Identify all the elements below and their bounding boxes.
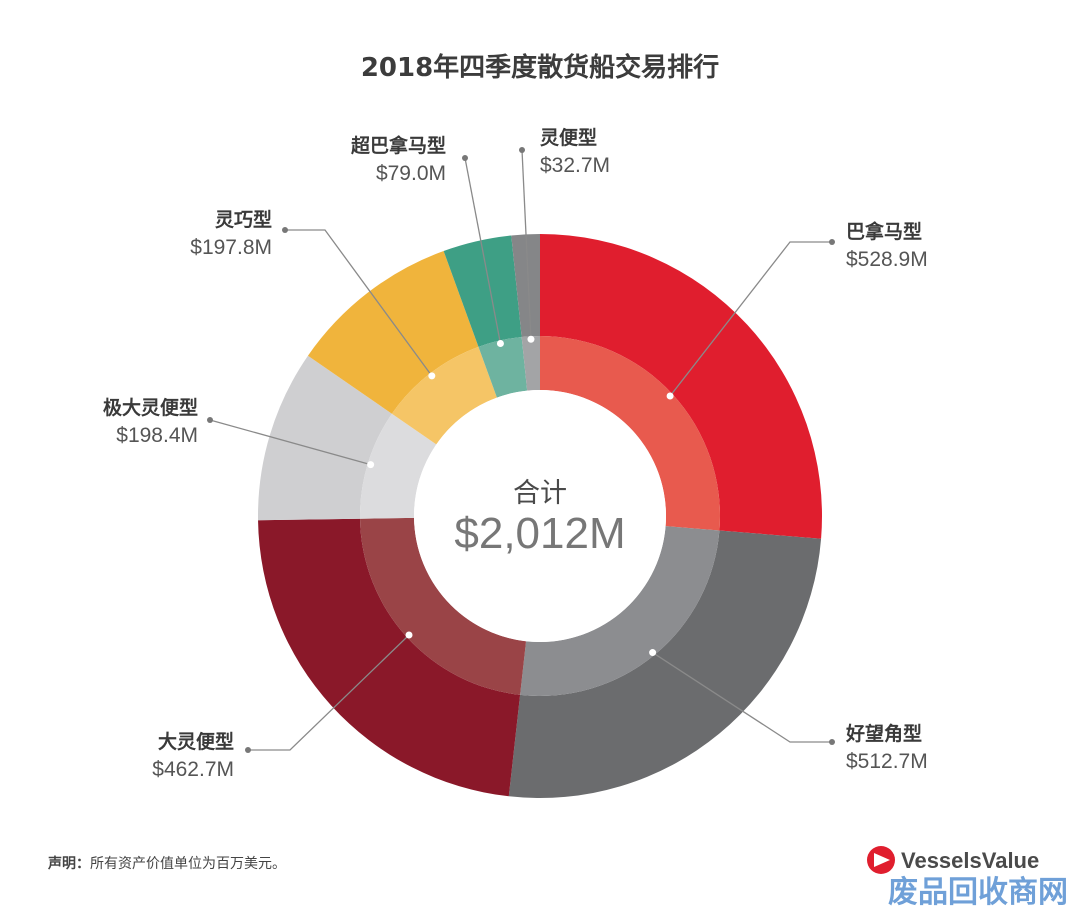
slice-6-value-label: $79.0M	[376, 162, 446, 185]
slice-6-outer	[443, 235, 522, 347]
slice-7-value-label: $32.7M	[540, 154, 610, 177]
slice-7-name-label: 灵便型	[540, 126, 597, 149]
slice-1-leader-dot-inner	[666, 392, 674, 400]
slice-7-leader-line	[521, 149, 532, 340]
slice-1-leader-dot-outer	[829, 239, 835, 245]
slice-6-leader-dot-outer	[462, 155, 468, 161]
slice-3-leader-dot-inner	[405, 631, 413, 639]
center-total: $2,012M	[454, 509, 625, 558]
outer-ring	[258, 234, 823, 798]
slice-1-value-label: $528.9M	[846, 248, 928, 271]
slice-1-name-label: 巴拿马型	[846, 220, 922, 243]
slice-1-inner	[540, 336, 720, 531]
slice-7-outer	[511, 234, 540, 337]
slice-2-outer	[508, 530, 822, 798]
slice-4-inner	[360, 413, 437, 519]
slice-2-leader-dot-inner	[649, 649, 657, 657]
brand-logo: VesselsValue	[867, 846, 1039, 874]
slice-4-leader-dot-inner	[367, 461, 375, 469]
slice-3-outer	[258, 518, 521, 797]
slice-4-outer	[258, 355, 392, 521]
leader-lines	[207, 147, 835, 753]
slice-6-name-label: 超巴拿马型	[350, 134, 446, 157]
slice-5-inner	[391, 346, 497, 445]
brand-name: VesselsValue	[901, 848, 1039, 873]
slice-5-name-label: 灵巧型	[215, 208, 272, 231]
brand-logo-arrow-icon	[874, 853, 890, 867]
footnote-text: 所有资产价值单位为百万美元。	[90, 856, 286, 872]
chart-title: 2018年四季度散货船交易排行	[361, 52, 719, 83]
slice-5-value-label: $197.8M	[190, 236, 272, 259]
slice-6-leader-line	[464, 157, 502, 344]
slice-1-outer	[540, 234, 823, 539]
slice-4-name-label: 极大灵便型	[103, 396, 198, 419]
slice-2-leader-line	[652, 652, 832, 743]
footnote-label: 声明：	[47, 855, 90, 872]
inner-ring	[360, 336, 720, 696]
slice-7-inner	[521, 336, 540, 391]
slice-7-leader-dot-inner	[527, 335, 535, 343]
slice-3-name-label: 大灵便型	[158, 730, 234, 753]
slice-4-value-label: $198.4M	[116, 424, 198, 447]
slice-4-leader-line	[209, 419, 371, 466]
slice-3-value-label: $462.7M	[152, 758, 234, 781]
donut-hole	[414, 390, 666, 642]
slice-4-leader-dot-outer	[207, 417, 213, 423]
slice-1-leader-line	[669, 241, 832, 397]
slice-7-leader-dot-outer	[519, 147, 525, 153]
slice-2-name-label: 好望角型	[845, 722, 922, 745]
slice-5-outer	[307, 250, 479, 414]
slice-5-leader-dot-inner	[428, 372, 436, 380]
slice-6-inner	[478, 336, 528, 398]
slice-5-leader-line	[285, 229, 433, 377]
slice-5-leader-dot-outer	[282, 227, 288, 233]
slice-3-inner	[360, 517, 527, 695]
footnote: 声明：所有资产价值单位为百万美元。	[47, 855, 286, 872]
slice-2-inner	[520, 526, 720, 696]
slice-2-leader-dot-outer	[829, 739, 835, 745]
slice-3-leader-line	[248, 634, 410, 751]
slice-labels: 巴拿马型 $528.9M 好望角型 $512.7M 大灵便型 $462.7M 极大灵便型 $1…	[103, 126, 928, 781]
slice-6-leader-dot-inner	[496, 339, 504, 347]
slice-2-value-label: $512.7M	[846, 750, 928, 773]
center-label: 合计	[513, 478, 567, 509]
slice-3-leader-dot-outer	[245, 747, 251, 753]
watermark: 废品回收商网	[888, 875, 1068, 910]
